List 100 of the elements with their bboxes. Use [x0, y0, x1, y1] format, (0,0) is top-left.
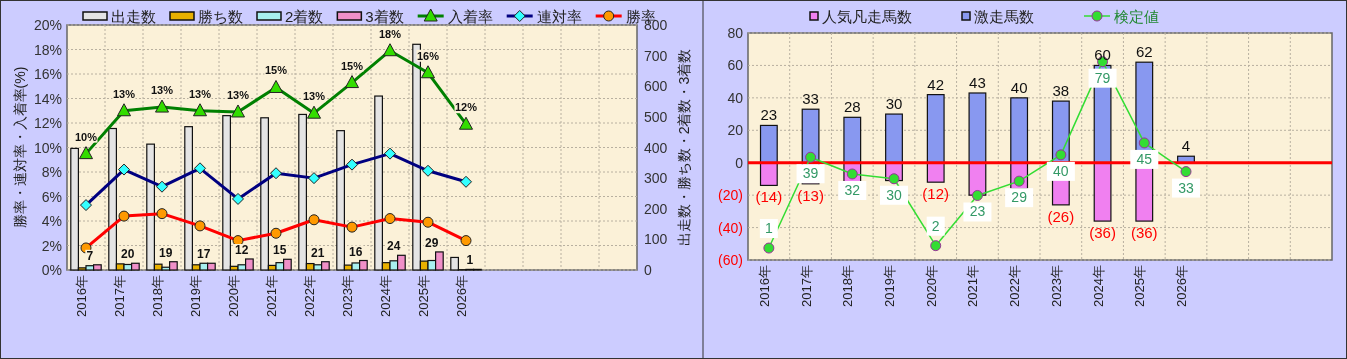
legend-label: 人気凡走馬数: [822, 8, 912, 25]
point: [971, 189, 983, 201]
data-label: 33: [802, 90, 819, 108]
y2-tick-label: 700: [644, 47, 668, 64]
y2-tick-label: 200: [644, 200, 668, 217]
bar: [968, 92, 987, 164]
data-label: 1: [764, 220, 773, 237]
y-tick-label: (40): [718, 219, 743, 236]
data-label: 29: [1011, 189, 1028, 206]
legend-label: 勝ち数: [198, 8, 243, 25]
x-tick-label: 2017年: [798, 265, 814, 307]
data-label: (36): [1130, 224, 1158, 242]
legend-label: 連対率: [536, 8, 582, 25]
y-tick-label: 12%: [33, 115, 62, 131]
data-label: (36): [1089, 224, 1116, 242]
x-tick-label: 2023年: [1048, 265, 1064, 307]
y-tick-label: (60): [718, 252, 743, 268]
data-label: 16: [349, 244, 363, 259]
bar: [759, 162, 778, 187]
x-tick-label: 2024年: [1090, 265, 1106, 307]
data-label: 13%: [302, 90, 326, 103]
data-label: (12): [922, 185, 950, 203]
y-tick-label: 60: [727, 57, 744, 74]
bar: [1093, 162, 1112, 222]
y2-tick-label: 0: [644, 262, 652, 278]
data-label: 38: [1052, 82, 1070, 100]
data-label: 32: [844, 181, 861, 198]
y-tick-label: (20): [718, 187, 743, 204]
data-label: 21: [311, 245, 325, 260]
data-label: 23: [760, 106, 778, 124]
x-tick-label: 2026年: [454, 275, 469, 317]
x-tick-label: 2018年: [150, 275, 165, 317]
y-axis-title: 勝率・連対率・入着率(%): [12, 66, 28, 229]
x-tick-label: 2019年: [188, 275, 203, 317]
x-tick-label: 2020年: [923, 265, 939, 307]
y2-tick-label: 500: [644, 108, 668, 125]
x-tick-label: 2021年: [264, 275, 279, 317]
y-tick-label: 4%: [41, 213, 62, 229]
data-label: 12: [235, 242, 249, 257]
bar: [1010, 97, 1029, 164]
x-tick-label: 2018年: [840, 265, 856, 307]
data-label: 24: [387, 239, 401, 254]
x-tick-label: 2025年: [1132, 265, 1148, 307]
y-tick-label: 8%: [41, 164, 62, 180]
x-tick-label: 2016年: [756, 265, 772, 307]
legend-label: 3着数: [365, 8, 404, 25]
legend-label: 出走数: [111, 8, 156, 25]
data-label: 19: [159, 245, 173, 260]
bar: [759, 124, 778, 164]
x-tick-label: 2019年: [882, 265, 897, 307]
data-label: (13): [797, 186, 824, 204]
x-tick-label: 2017年: [112, 275, 127, 317]
data-label: 7: [86, 248, 94, 263]
data-label: 43: [969, 73, 986, 91]
point: [1180, 166, 1192, 178]
data-label: 79: [1094, 69, 1111, 86]
x-tick-label: 2021年: [965, 265, 981, 307]
data-label: 13%: [188, 87, 212, 100]
x-tick-label: 2024年: [378, 275, 393, 317]
bar: [885, 113, 903, 164]
y-tick-label: 14%: [33, 90, 62, 107]
legend-label: 激走馬数: [974, 8, 1034, 25]
y-tick-label: 20%: [33, 17, 62, 33]
x-tick-label: 2026年: [1174, 265, 1189, 307]
point: [1138, 137, 1150, 149]
y2-tick-label: 100: [644, 231, 668, 248]
y-tick-label: 16%: [33, 66, 62, 82]
y-tick-label: 10%: [33, 139, 62, 156]
data-label: 17: [197, 247, 211, 262]
point: [930, 240, 942, 252]
y-tick-label: 20: [727, 122, 744, 139]
data-label: 13%: [150, 84, 174, 97]
data-label: 15%: [340, 59, 364, 72]
data-label: 30: [886, 186, 902, 203]
bar: [843, 116, 862, 164]
data-label: 30: [885, 95, 903, 113]
data-label: 10%: [74, 130, 98, 143]
data-label: 18%: [378, 27, 402, 40]
data-label: 39: [802, 165, 819, 182]
y-tick-label: 40: [727, 89, 744, 106]
data-label: 1: [466, 253, 474, 268]
data-label: 45: [1136, 150, 1153, 167]
data-label: 40: [1010, 78, 1028, 96]
x-tick-label: 2020年: [226, 275, 241, 317]
data-label: 20: [121, 247, 135, 262]
y-tick-label: 6%: [41, 188, 62, 205]
data-label: 4: [1181, 137, 1191, 155]
data-label: 12%: [454, 101, 478, 114]
x-tick-label: 2016年: [74, 275, 89, 317]
data-label: 15: [273, 243, 287, 258]
data-label: 40: [1053, 162, 1069, 179]
data-label: 29: [425, 235, 439, 250]
point: [805, 151, 817, 163]
legend-label: 検定値: [1114, 8, 1159, 25]
y-tick-label: 0: [735, 154, 744, 171]
x-tick-label: 2025年: [416, 275, 431, 317]
data-label: 15%: [264, 64, 288, 77]
data-label: (14): [755, 188, 783, 206]
x-tick-label: 2022年: [1007, 265, 1023, 307]
y2-tick-label: 600: [644, 78, 668, 95]
